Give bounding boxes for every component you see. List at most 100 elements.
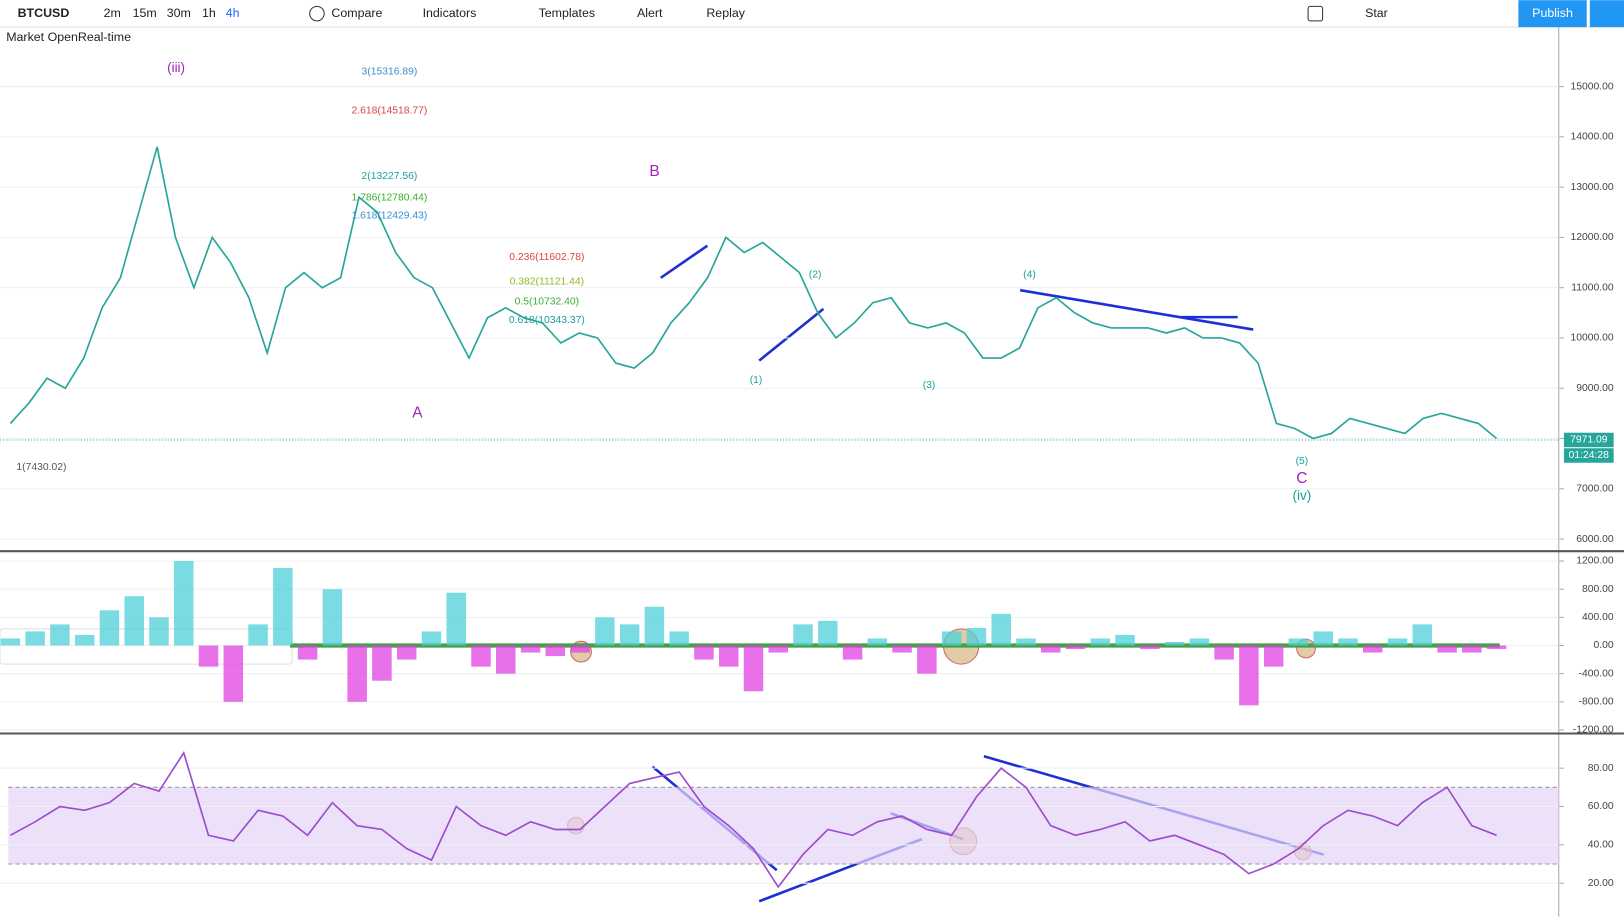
annotation: 2(13227.56) — [362, 171, 418, 182]
annotation: 2.618(14518.77) — [351, 106, 427, 117]
annotation: 0.382(11121.44) — [510, 277, 584, 288]
interval[interactable]: 1h — [202, 6, 216, 20]
y-tick-label: 40.00 — [1588, 840, 1614, 851]
histogram-bar — [198, 645, 219, 667]
annotation: 3(15316.89) — [362, 66, 418, 77]
histogram-bar — [223, 645, 244, 702]
publish-button[interactable]: Publish — [1532, 6, 1573, 20]
histogram-bar — [892, 645, 912, 653]
histogram-bar — [842, 645, 863, 660]
y-tick-label: 80.00 — [1588, 763, 1614, 774]
histogram-bar — [372, 645, 392, 681]
replay-button[interactable]: Replay — [706, 6, 745, 20]
last-price-box — [1563, 432, 1614, 448]
y-tick-label: 14000.00 — [1570, 132, 1613, 143]
histogram-bar — [619, 624, 640, 646]
status: Market OpenReal-time — [6, 30, 131, 44]
histogram-bar — [1338, 638, 1358, 646]
histogram-bar — [124, 596, 144, 646]
histogram-bar — [793, 624, 813, 646]
templates-button[interactable]: Templates — [539, 6, 596, 20]
star-button[interactable]: Star — [1365, 6, 1388, 20]
y-tick-label: 1200.00 — [1576, 556, 1614, 567]
y-tick-label: 6000.00 — [1576, 534, 1614, 545]
histogram-bar — [520, 645, 541, 653]
histogram-bar — [297, 645, 318, 660]
interval[interactable]: 30m — [167, 6, 191, 20]
interval[interactable]: 15m — [133, 6, 157, 20]
histogram-bar — [174, 561, 194, 646]
annotation: (1) — [750, 375, 763, 386]
y-tick-label: 12000.00 — [1570, 232, 1613, 243]
annotation: 0.236(11602.78) — [509, 252, 584, 263]
annotation: (5) — [1296, 456, 1309, 467]
histogram-bar — [1462, 645, 1482, 653]
y-tick-label: -800.00 — [1579, 697, 1614, 708]
interval[interactable]: 2m — [104, 6, 121, 20]
histogram-bar — [743, 645, 764, 692]
histogram-bar — [1313, 631, 1333, 646]
histogram-bar — [0, 638, 21, 646]
histogram-bar — [248, 624, 268, 646]
publish-button-bg[interactable] — [1518, 0, 1587, 28]
alert-button[interactable]: Alert — [637, 6, 663, 20]
symbol[interactable]: BTCUSD — [18, 6, 70, 20]
histogram-bar — [74, 634, 95, 646]
annotation: B — [649, 163, 659, 180]
annotation: 0.618(10343.37) — [509, 315, 585, 326]
histogram-bar — [1140, 645, 1160, 650]
histogram-bar — [941, 631, 962, 646]
histogram-bar — [768, 645, 788, 653]
y-tick-label: -1200.00 — [1573, 725, 1614, 736]
histogram-bar — [867, 638, 888, 646]
annotation: (4) — [1023, 269, 1036, 280]
y-tick-label: 10000.00 — [1570, 333, 1613, 344]
histogram-bar — [1263, 645, 1284, 667]
toolbar — [0, 0, 1624, 28]
last-price: 7971.09 — [1570, 435, 1608, 446]
histogram-bar — [25, 631, 45, 646]
y-tick-label: 9000.00 — [1576, 383, 1614, 394]
y-tick-label: 20.00 — [1588, 878, 1614, 889]
annotation: (3) — [923, 380, 936, 391]
annotation: A — [412, 405, 423, 422]
series-line — [9, 146, 1498, 440]
histogram-bar — [99, 610, 120, 646]
compare-button[interactable]: Compare — [331, 6, 382, 20]
indicators-button[interactable]: Indicators — [423, 6, 477, 20]
interval[interactable]: 4h — [226, 6, 240, 20]
countdown: 01:24:28 — [1569, 450, 1610, 461]
compare-icon — [309, 5, 325, 22]
histogram-bar — [1115, 634, 1135, 646]
histogram-bar — [1090, 638, 1111, 646]
histogram-bar — [396, 645, 417, 660]
histogram-bar — [1437, 645, 1457, 653]
histogram-bar — [1214, 645, 1234, 660]
histogram-bar — [1363, 645, 1383, 653]
annotation: C — [1296, 470, 1307, 487]
histogram-bar — [1040, 645, 1061, 653]
histogram-bar — [694, 645, 714, 660]
histogram-bar — [149, 617, 169, 646]
histogram-bar — [644, 606, 665, 646]
histogram-bar — [718, 645, 739, 667]
rsi-band — [8, 787, 1559, 865]
annotation: 1.786(12780.44) — [351, 193, 427, 204]
histogram-bar — [1016, 638, 1036, 646]
histogram-bar — [446, 592, 466, 646]
y-tick-label: 15000.00 — [1570, 81, 1613, 92]
series-line — [9, 750, 1497, 889]
histogram-bar — [1288, 638, 1309, 646]
play-button[interactable] — [1589, 0, 1624, 28]
histogram-bar — [1387, 638, 1408, 646]
histogram-bar — [1189, 638, 1210, 646]
y-tick-label: 60.00 — [1588, 801, 1614, 812]
annotation: (2) — [809, 269, 822, 280]
histogram-bar — [347, 645, 367, 702]
histogram-bar — [421, 631, 442, 646]
histogram-bar — [471, 645, 491, 667]
layout-icon[interactable] — [1307, 5, 1324, 22]
histogram-bar — [818, 620, 838, 646]
annotation: (iii) — [167, 60, 185, 75]
